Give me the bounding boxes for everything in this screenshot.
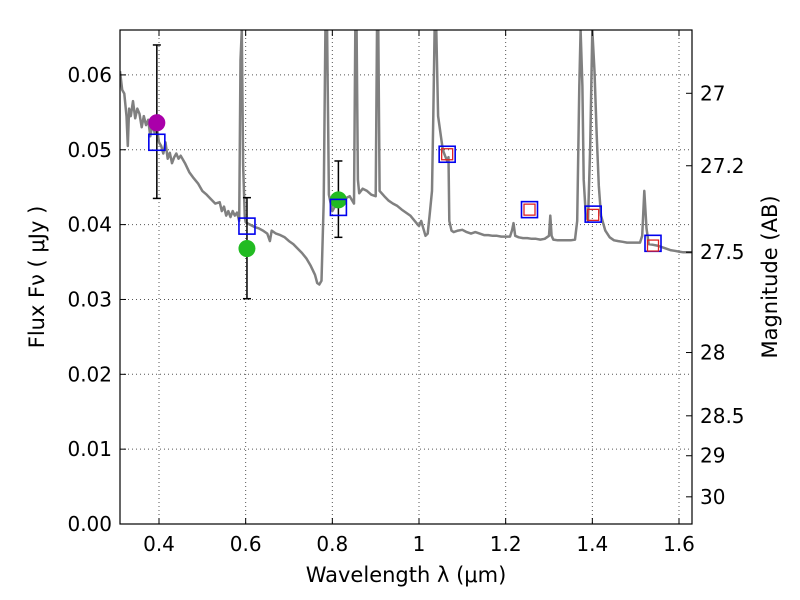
plot-background bbox=[120, 30, 692, 524]
model-photometry-square bbox=[584, 205, 603, 223]
y-tick-label: 0.06 bbox=[67, 63, 112, 87]
observed-point bbox=[148, 114, 166, 132]
observed-nir-square bbox=[587, 208, 600, 222]
x-tick-label: 0.8 bbox=[316, 532, 348, 556]
observed-nir-square bbox=[646, 239, 660, 252]
model-photometry-square bbox=[438, 145, 456, 164]
x-tick-label: 1.2 bbox=[490, 532, 522, 556]
y2-tick-label: 28.5 bbox=[700, 404, 745, 428]
observed-nir-square bbox=[523, 203, 536, 216]
model-photometry-square bbox=[329, 198, 348, 217]
y-tick-label: 0.02 bbox=[67, 362, 112, 386]
y-tick-label: 0.00 bbox=[67, 512, 112, 536]
model-photometry-square bbox=[238, 217, 256, 235]
y2-tick-label: 27.5 bbox=[700, 240, 745, 264]
x-tick-label: 0.6 bbox=[230, 532, 262, 556]
model-spectrum-layer bbox=[120, 30, 692, 286]
y-tick-label: 0.04 bbox=[67, 213, 112, 237]
plot-frame bbox=[119, 29, 693, 525]
y-tick-label: 0.01 bbox=[67, 437, 112, 461]
model-spectrum-line bbox=[120, 30, 692, 286]
y2-tick-label: 27 bbox=[700, 81, 725, 105]
axis-ticks: 0.4 0.6 0.8 1 1.2 1.4 1.6 0.00 0.01 0.02 0.03 0.04 0… bbox=[67, 30, 745, 556]
y2-tick-label: 28 bbox=[700, 341, 725, 365]
x-tick-label: 1 bbox=[413, 532, 426, 556]
y2-tick-label: 29 bbox=[700, 444, 725, 468]
model-photometry-square bbox=[148, 133, 166, 152]
model-photometry-square bbox=[520, 200, 539, 219]
y-tick-label: 0.03 bbox=[67, 287, 112, 311]
x-tick-label: 0.4 bbox=[143, 532, 175, 556]
y-axis-label: Flux Fν ( μJy ) bbox=[25, 206, 49, 349]
x-tick-label: 1.4 bbox=[576, 532, 608, 556]
observed-point bbox=[238, 240, 256, 258]
x-tick-label: 1.6 bbox=[663, 532, 695, 556]
data-points-layer bbox=[148, 114, 662, 258]
x-axis-label: Wavelength λ (μm) bbox=[306, 563, 507, 587]
y-tick-label: 0.05 bbox=[67, 138, 112, 162]
y2-tick-label: 30 bbox=[700, 485, 725, 509]
observed-nir-square bbox=[441, 148, 454, 161]
y2-axis-label: Magnitude (AB) bbox=[758, 195, 782, 358]
y2-tick-label: 27.2 bbox=[700, 154, 745, 178]
